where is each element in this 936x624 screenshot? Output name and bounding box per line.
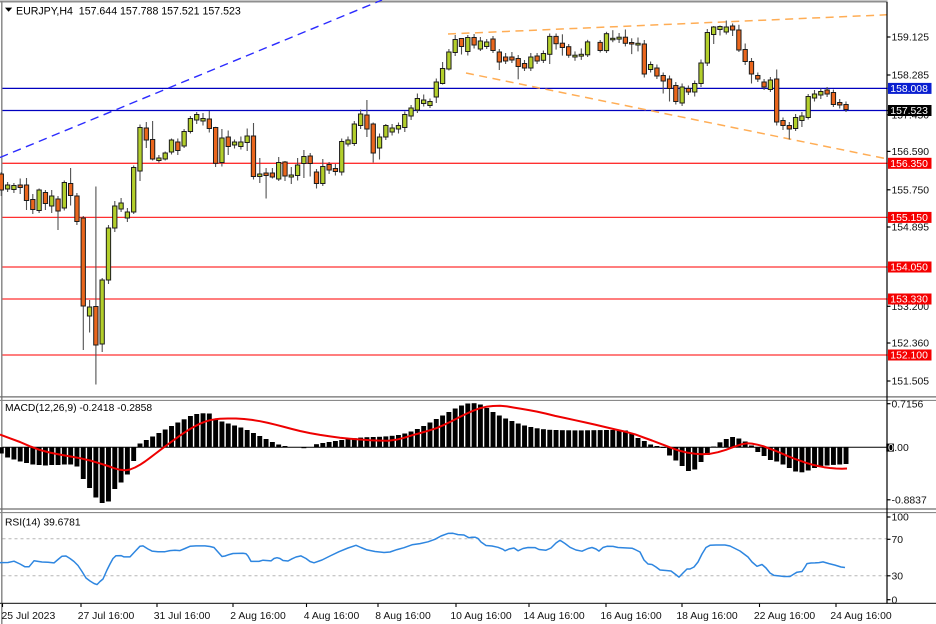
- svg-text:.00: .00: [894, 443, 909, 454]
- svg-text:151.505: 151.505: [892, 377, 930, 388]
- svg-text:154.050: 154.050: [890, 263, 928, 274]
- svg-text:16 Aug 16:00: 16 Aug 16:00: [600, 611, 661, 622]
- svg-text:152.100: 152.100: [890, 351, 928, 362]
- svg-text:0: 0: [892, 595, 898, 606]
- svg-text:27 Jul 16:00: 27 Jul 16:00: [78, 611, 135, 622]
- svg-text:2 Aug 16:00: 2 Aug 16:00: [230, 611, 286, 622]
- svg-text:156.350: 156.350: [890, 159, 928, 170]
- svg-text:22 Aug 16:00: 22 Aug 16:00: [754, 611, 815, 622]
- svg-text:0: 0: [888, 443, 894, 454]
- svg-text:155.750: 155.750: [892, 185, 930, 196]
- svg-text:31 Jul 16:00: 31 Jul 16:00: [154, 611, 211, 622]
- svg-text:158.008: 158.008: [890, 84, 928, 95]
- svg-text:24 Aug 16:00: 24 Aug 16:00: [830, 611, 891, 622]
- svg-text:25 Jul 2023: 25 Jul 2023: [2, 611, 56, 622]
- svg-text:10 Aug 16:00: 10 Aug 16:00: [450, 611, 511, 622]
- svg-text:-0.8837: -0.8837: [892, 495, 927, 506]
- svg-text:30: 30: [892, 571, 904, 582]
- svg-text:156.590: 156.590: [892, 147, 930, 158]
- svg-text:4 Aug 16:00: 4 Aug 16:00: [304, 611, 360, 622]
- svg-text:153.330: 153.330: [890, 295, 928, 306]
- svg-text:RSI(14) 39.6781: RSI(14) 39.6781: [5, 518, 81, 529]
- svg-text:155.150: 155.150: [890, 213, 928, 224]
- svg-text:158.285: 158.285: [892, 71, 930, 82]
- svg-text:8 Aug 16:00: 8 Aug 16:00: [375, 611, 431, 622]
- svg-text:153.200: 153.200: [892, 302, 930, 313]
- svg-text:154.895: 154.895: [892, 223, 930, 234]
- svg-text:157.523: 157.523: [890, 106, 928, 117]
- svg-text:MACD(12,26,9) -0.2418 -0.2858: MACD(12,26,9) -0.2418 -0.2858: [5, 403, 152, 414]
- svg-text:70: 70: [892, 535, 904, 546]
- svg-text:159.125: 159.125: [892, 33, 930, 44]
- svg-text:0.7156: 0.7156: [892, 399, 924, 410]
- svg-text:152.360: 152.360: [892, 339, 930, 350]
- svg-text:EURJPY,H4 157.644 157.788 157: EURJPY,H4 157.644 157.788 157.521 157.52…: [16, 6, 241, 18]
- svg-text:18 Aug 16:00: 18 Aug 16:00: [676, 611, 737, 622]
- svg-text:100: 100: [892, 513, 910, 524]
- svg-text:14 Aug 16:00: 14 Aug 16:00: [523, 611, 584, 622]
